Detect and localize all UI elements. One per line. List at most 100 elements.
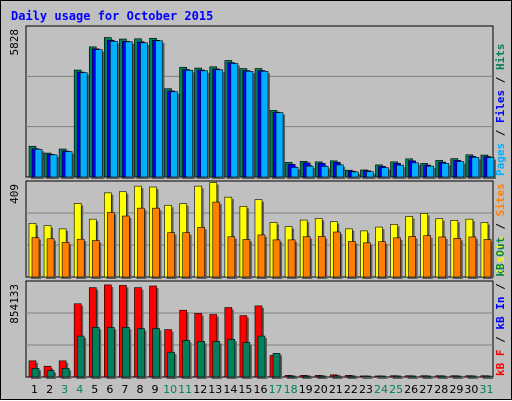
bar-kb-out-day-16 — [257, 335, 266, 378]
legend-segment: / — [494, 277, 507, 297]
day-label: 18 — [284, 383, 298, 396]
bar-sites-day-25 — [393, 237, 401, 278]
bar-sites-day-15 — [242, 239, 251, 278]
bar-pages-day-7 — [125, 41, 133, 178]
bar-kb-out-day-24-shadow — [380, 378, 388, 379]
bar-sites-day-21 — [332, 231, 341, 278]
bar-sites-day-2 — [46, 238, 55, 278]
bar-kb-out-day-26 — [408, 375, 416, 378]
legend-segment: kB In — [494, 297, 507, 330]
bar-sites-day-22 — [348, 241, 356, 278]
day-label: 14 — [223, 383, 237, 396]
bar-pages-day-27 — [426, 165, 434, 178]
bar-kb-out-day-19 — [302, 375, 311, 378]
bar-kb-out-day-21-shadow — [335, 377, 343, 379]
bar-pages-day-22 — [351, 171, 359, 178]
day-label: 2 — [46, 383, 53, 396]
day-label: 1 — [31, 383, 38, 396]
legend-segment: / — [494, 70, 507, 90]
bar-pages-day-16 — [260, 71, 269, 178]
bar-kb-out-day-1 — [31, 368, 40, 378]
legend-segment: kB F — [494, 350, 507, 377]
bar-pages-day-20 — [320, 166, 329, 178]
legend-segment: / — [494, 216, 507, 236]
legend-segment: Visits — [494, 236, 507, 276]
bar-sites-day-14 — [227, 236, 236, 278]
bar-kb-out-day-21 — [332, 375, 341, 378]
bar-sites-day-20 — [317, 236, 326, 278]
bar-pages-day-13 — [215, 69, 224, 178]
day-label: 28 — [434, 383, 448, 396]
bar-sites-day-27 — [423, 235, 431, 278]
bar-pages-day-28 — [441, 163, 450, 178]
bar-pages-day-15 — [245, 71, 254, 178]
bar-sites-day-30 — [468, 236, 477, 278]
day-label: 31 — [479, 383, 493, 396]
bar-sites-day-29 — [453, 238, 462, 278]
bar-sites-day-28 — [438, 236, 447, 278]
bar-sites-day-4 — [76, 238, 85, 278]
bar-sites-day-11 — [182, 232, 190, 278]
bar-kb-out-day-10 — [167, 351, 175, 378]
day-label: 8 — [136, 383, 143, 396]
bar-sites-day-5 — [91, 240, 100, 278]
bar-kb-out-day-18 — [287, 375, 296, 378]
bar-pages-day-21 — [335, 164, 344, 178]
bar-sites-day-17 — [272, 239, 281, 278]
bar-kb-out-day-28 — [438, 375, 447, 378]
day-label: 17 — [269, 383, 283, 396]
day-label: 30 — [464, 383, 478, 396]
bar-pages-day-18 — [290, 167, 299, 178]
legend-segment: kB Out — [494, 237, 507, 277]
bar-kb-out-day-18-shadow — [290, 377, 298, 379]
day-label: 29 — [449, 383, 463, 396]
bar-sites-day-6 — [107, 212, 115, 278]
bar-kb-out-day-25-shadow — [395, 377, 403, 379]
bar-kb-out-day-6 — [107, 327, 115, 378]
day-label: 20 — [314, 383, 328, 396]
panel-usage-legend: Pages / Files / Hits — [494, 44, 507, 177]
bar-sites-day-31 — [483, 239, 492, 278]
bar-pages-day-4 — [79, 72, 88, 178]
legend-segment: Pages — [494, 143, 507, 176]
day-label: 6 — [106, 383, 113, 396]
bar-kb-out-day-23 — [363, 375, 371, 378]
bar-pages-day-8 — [140, 42, 148, 178]
bar-pages-day-17 — [275, 112, 284, 178]
day-label: 24 — [374, 383, 388, 396]
day-label: 7 — [121, 383, 128, 396]
bar-kb-out-day-20 — [317, 375, 326, 378]
bar-pages-day-1 — [34, 148, 43, 178]
bar-kb-out-day-29-shadow — [455, 377, 463, 379]
bar-kb-out-day-3 — [61, 368, 70, 378]
panel-usage: 5828 Pages / Files / Hits — [8, 25, 507, 180]
panel-traffic: 854133 kB F / kB In / kB Out — [8, 237, 507, 379]
bar-kb-out-day-4 — [76, 335, 85, 378]
day-label: 13 — [208, 383, 222, 396]
bar-sites-day-1 — [31, 237, 40, 278]
bar-kb-out-day-15 — [242, 342, 251, 378]
day-label: 25 — [389, 383, 403, 396]
bar-sites-day-3 — [61, 242, 70, 278]
bar-kb-out-day-5 — [91, 327, 100, 378]
bar-kb-out-day-11 — [182, 340, 190, 378]
bar-pages-day-24 — [381, 167, 389, 178]
day-label: 19 — [299, 383, 313, 396]
bar-sites-day-7 — [122, 215, 130, 278]
bar-kb-out-day-27-shadow — [425, 377, 433, 379]
day-label: 27 — [419, 383, 433, 396]
day-label: 26 — [404, 383, 418, 396]
bar-pages-day-5 — [94, 49, 103, 178]
bar-sites-day-18 — [287, 239, 296, 278]
bar-sites-day-13 — [212, 201, 221, 278]
day-label: 16 — [254, 383, 268, 396]
panel-traffic-ymax-label: 854133 — [8, 284, 21, 324]
bar-pages-day-14 — [230, 63, 239, 178]
bar-pages-day-9 — [155, 40, 163, 178]
bar-pages-day-26 — [411, 162, 419, 178]
bar-kb-out-day-29 — [453, 375, 462, 378]
bar-kb-out-day-8 — [137, 328, 145, 378]
day-label: 10 — [163, 383, 177, 396]
